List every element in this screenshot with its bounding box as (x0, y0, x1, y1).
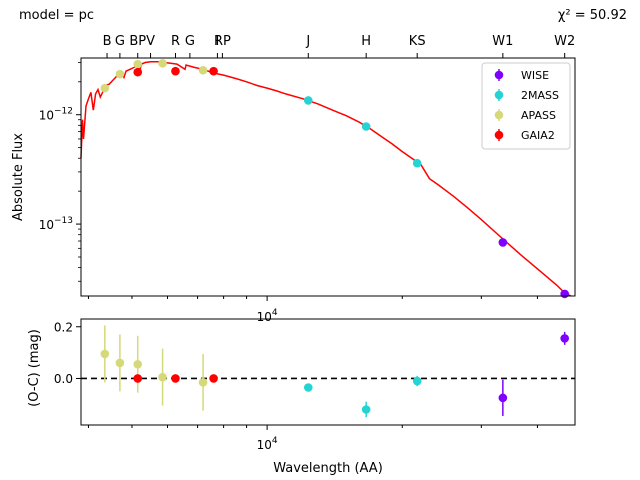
legend-marker (494, 90, 504, 100)
sed-point-gaia2 (171, 66, 180, 76)
legend: WISE 2MASS APASS GAIA2 (481, 62, 571, 150)
legend-label: 2MASS (521, 89, 559, 102)
sed-point-apass (100, 83, 110, 93)
filter-label: KS (409, 34, 426, 49)
res-y-tick-label: 0.2 (54, 320, 73, 334)
filter-label: G (185, 34, 195, 49)
res-point-gaia2 (171, 374, 180, 383)
sed-plot-frame (80, 57, 576, 297)
chi2-label: χ² = 50.92 (558, 8, 627, 23)
residuals-y-axis-label: (O-C) (mag) (27, 329, 42, 407)
sed-point-apass (198, 65, 208, 75)
res-point-apass (100, 349, 110, 359)
legend-marker (494, 110, 504, 120)
sed-y-axis-label: Absolute Flux (11, 133, 26, 221)
sed-x-tick-label: 104 (257, 308, 278, 324)
residuals-panel: (O-C) (mag) Wavelength (AA) 104 0.2 0.0 (27, 318, 576, 476)
filter-label: BP (129, 34, 146, 49)
filter-label: RP (214, 34, 231, 49)
legend-marker (494, 70, 504, 80)
sed-point-gaia2 (209, 66, 218, 76)
legend-box (481, 62, 571, 150)
filter-labels: B G BP V R G IRP J H KS W1 W2 (103, 34, 575, 58)
res-point-apass (158, 372, 167, 382)
res-point-2mass (412, 376, 422, 386)
sed-point-wise (560, 289, 569, 299)
legend-label: WISE (521, 69, 549, 82)
residuals-plot-frame (80, 318, 576, 426)
res-point-gaia2 (209, 374, 218, 383)
filter-label: G (115, 34, 125, 49)
sed-y-tick-label: 10−12 (39, 107, 73, 123)
filter-label: H (361, 34, 371, 49)
sed-point-apass (158, 59, 167, 68)
res-point-wise (560, 334, 569, 343)
legend-label: APASS (521, 109, 556, 122)
filter-label: R (171, 34, 180, 49)
x-axis-label: Wavelength (AA) (273, 461, 383, 476)
res-point-2mass (303, 383, 313, 392)
res-point-2mass (361, 405, 371, 414)
sed-point-gaia2 (133, 67, 143, 77)
sed-point-apass (133, 59, 143, 69)
model-label: model = pc (19, 8, 94, 23)
res-point-gaia2 (133, 374, 143, 383)
sed-point-apass (115, 69, 125, 79)
sed-point-wise (498, 238, 508, 247)
filter-label: B (103, 34, 112, 49)
sed-data-points (100, 59, 569, 299)
res-point-wise (498, 393, 508, 403)
res-point-apass (133, 359, 143, 369)
residuals-ticks: 104 0.2 0.0 (54, 320, 538, 452)
filter-label: J (305, 34, 310, 49)
filter-label: W1 (492, 34, 513, 49)
res-y-tick-label: 0.0 (54, 372, 73, 386)
legend-marker (494, 130, 504, 140)
filter-label: W2 (554, 34, 575, 49)
sed-point-2mass (412, 158, 422, 168)
sed-point-2mass (361, 122, 371, 131)
res-point-apass (198, 378, 208, 387)
filter-label: V (146, 34, 155, 49)
res-x-tick-label: 104 (257, 436, 278, 452)
filter-label: I (215, 34, 219, 49)
sed-point-2mass (303, 96, 313, 105)
sed-y-tick-label: 10−13 (39, 216, 73, 232)
res-point-apass (115, 358, 125, 368)
sed-panel: Absolute Flux 104 10−12 10−13 WISE 2MASS APA… (11, 57, 576, 324)
residuals-data-points (100, 325, 569, 418)
legend-label: GAIA2 (521, 129, 555, 142)
sed-ticks: 104 10−12 10−13 (39, 62, 538, 324)
